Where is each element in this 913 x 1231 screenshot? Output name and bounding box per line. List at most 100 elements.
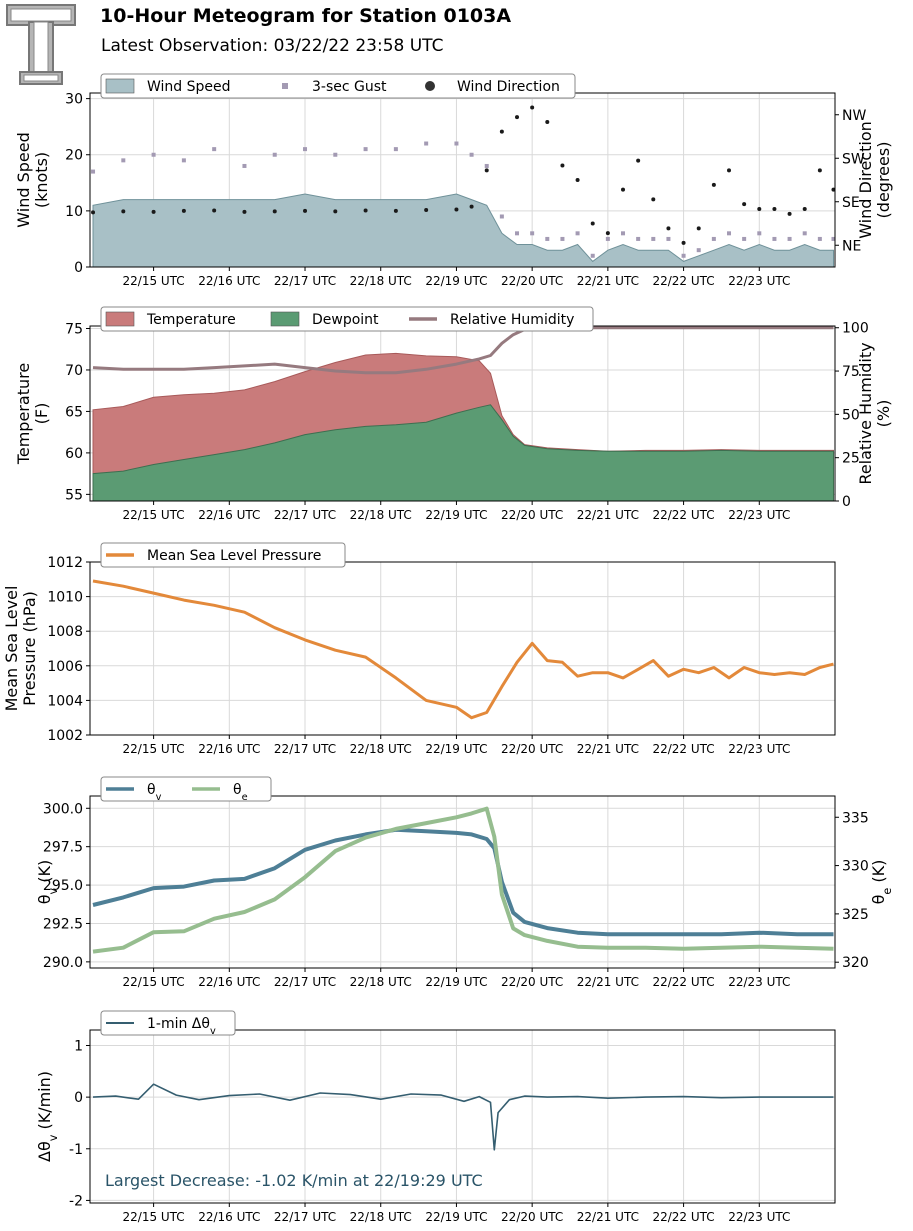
series-wind-direction-point <box>303 208 308 213</box>
x-tick-label: 22/15 UTC <box>123 274 185 288</box>
series-wind-direction-point <box>333 209 338 214</box>
y-tick-label: 0 <box>74 1090 83 1106</box>
series-3-sec-gust-point <box>742 236 747 241</box>
series-wind-direction-point <box>787 211 792 216</box>
series-3-sec-gust-point <box>242 163 247 168</box>
series-3-sec-gust-point <box>666 236 671 241</box>
x-tick-label: 22/18 UTC <box>350 508 412 522</box>
series-wind-direction-point <box>272 209 277 214</box>
series-3-sec-gust-point <box>787 236 792 241</box>
series-dewpoint-area <box>92 404 835 502</box>
series-3-sec-gust-point <box>272 152 277 157</box>
y-tick-label: 0 <box>74 260 83 276</box>
legend: Temperature Dewpoint Relative Humidity <box>100 306 594 332</box>
y-tick-label: 1010 <box>47 590 83 606</box>
x-tick-label: 22/21 UTC <box>577 508 639 522</box>
series-wind-direction-point <box>636 158 641 163</box>
legend-swatch <box>105 311 135 327</box>
legend-label: θv <box>147 782 162 803</box>
legend-label: θe <box>233 782 248 803</box>
page-subtitle: Latest Observation: 03/22/22 23:58 UTC <box>101 36 444 56</box>
y-tick-label: 65 <box>65 404 83 420</box>
series-relative-humidity-line <box>92 326 834 375</box>
y-right-tick-label: 330 <box>842 859 869 875</box>
x-tick-label: 22/21 UTC <box>577 274 639 288</box>
series-3-sec-gust-point <box>469 152 474 157</box>
y-axis-label: (F) <box>32 403 51 425</box>
y-tick-label: 1002 <box>47 728 83 744</box>
series-wind-direction-point <box>181 208 186 213</box>
x-tick-label: 22/17 UTC <box>274 1210 336 1224</box>
y-tick-label: 292.5 <box>43 916 83 932</box>
x-tick-label: 22/15 UTC <box>123 742 185 756</box>
series-wind-direction-point <box>515 115 520 120</box>
legend: Mean Sea Level Pressure <box>100 542 346 568</box>
x-tick-label: 22/21 UTC <box>577 1210 639 1224</box>
x-tick-label: 22/18 UTC <box>350 975 412 989</box>
x-tick-label: 22/16 UTC <box>198 274 260 288</box>
series-wind-direction-point <box>681 240 686 245</box>
legend-box <box>100 306 594 332</box>
axes-frame <box>89 1029 836 1204</box>
series-wind-direction-point <box>545 120 550 124</box>
y-right-tick-label: SE <box>842 195 860 211</box>
legend-label: Wind Speed <box>147 79 231 95</box>
x-tick-label: 22/15 UTC <box>123 508 185 522</box>
x-tick-label: 22/22 UTC <box>652 742 714 756</box>
series-wind-direction-point <box>666 226 671 231</box>
y-right-tick-label: 320 <box>842 955 869 971</box>
x-tick-label: 22/21 UTC <box>577 742 639 756</box>
series-3-sec-gust-point <box>802 231 807 236</box>
axes-frame <box>89 561 836 736</box>
y-axis-label: (knots) <box>32 152 51 208</box>
y-right-tick-label: 0 <box>842 494 851 510</box>
x-tick-label: 22/17 UTC <box>274 975 336 989</box>
x-tick-label: 22/19 UTC <box>425 975 487 989</box>
series-wind-direction-point <box>560 163 565 168</box>
y-tick-label: 290.0 <box>43 955 83 971</box>
series-3-sec-gust-point <box>303 147 308 152</box>
series-wind-direction-point <box>831 187 836 192</box>
x-tick-label: 22/17 UTC <box>274 508 336 522</box>
x-tick-label: 22/22 UTC <box>652 508 714 522</box>
y-tick-label: -2 <box>69 1193 83 1209</box>
legend-label: 3-sec Gust <box>312 79 387 95</box>
series-wind-direction-point <box>212 208 217 213</box>
legend-box <box>100 1010 236 1036</box>
y-right-axis-label: θe (K) <box>869 860 894 905</box>
series-3-sec-gust-point <box>621 231 626 236</box>
legend-swatch <box>282 83 288 89</box>
legend-swatch <box>425 81 435 91</box>
x-tick-label: 22/19 UTC <box>425 1210 487 1224</box>
series-wind-speed-area <box>92 193 835 268</box>
x-tick-label: 22/20 UTC <box>501 1210 563 1224</box>
legend: θv θe <box>100 776 272 803</box>
y-tick-label: 1004 <box>47 693 83 709</box>
series-wind-direction-point <box>469 204 474 209</box>
series-3-sec-gust-point <box>817 236 822 241</box>
panel-wind: 22/15 UTC 22/16 UTC 22/17 UTC 22/18 UTC 22/1… <box>14 73 893 288</box>
series-3-sec-gust-point <box>333 152 338 157</box>
y-tick-label: 70 <box>65 363 83 379</box>
y-right-axis-label: (%) <box>874 400 893 428</box>
y-right-tick-label: SW <box>842 151 865 167</box>
y-right-tick-label: NE <box>842 238 861 254</box>
legend-box <box>100 542 346 568</box>
y-tick-label: 300.0 <box>43 801 83 817</box>
page-title: 10-Hour Meteogram for Station 0103A <box>100 5 512 27</box>
legend-label: Wind Direction <box>457 79 560 95</box>
series-θe-line <box>92 806 834 954</box>
series-θv-line <box>92 827 834 937</box>
legend-box <box>100 776 272 802</box>
series-3-sec-gust-point <box>530 231 535 236</box>
x-tick-label: 22/20 UTC <box>501 274 563 288</box>
y-tick-label: 1006 <box>47 659 83 675</box>
series-3-sec-gust-point <box>696 248 701 253</box>
legend-label: Temperature <box>146 312 236 328</box>
series-3-sec-gust-point <box>484 163 489 168</box>
y-tick-label: 60 <box>65 446 83 462</box>
series-wind-direction-point <box>499 129 504 134</box>
y-tick-label: 1012 <box>47 555 83 571</box>
x-tick-label: 22/18 UTC <box>350 742 412 756</box>
legend: 1-min Δθv <box>100 1010 236 1037</box>
